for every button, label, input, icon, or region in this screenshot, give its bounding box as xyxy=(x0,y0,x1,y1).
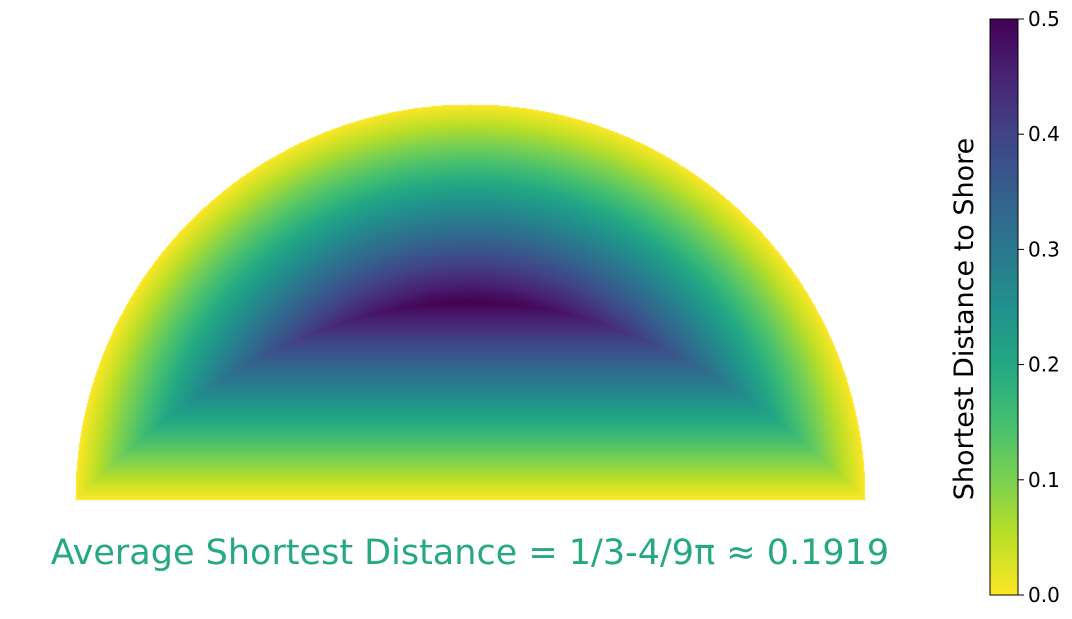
colorbar-tick-label: 0.0 xyxy=(1028,583,1060,607)
colorbar-tick-label: 0.4 xyxy=(1028,122,1060,146)
colorbar-tick-label: 0.1 xyxy=(1028,468,1060,492)
colorbar-tick-label: 0.3 xyxy=(1028,237,1060,261)
colorbar-frame xyxy=(989,18,1019,596)
colorbar-label: Shortest Distance to Shore xyxy=(949,138,980,501)
average-distance-annotation: Average Shortest Distance = 1/3-4/9π ≈ 0… xyxy=(50,533,890,573)
colorbar-gradient xyxy=(990,19,1018,595)
colorbar-tick-label: 0.5 xyxy=(1028,7,1060,31)
colorbar-tick-label: 0.2 xyxy=(1028,353,1060,377)
